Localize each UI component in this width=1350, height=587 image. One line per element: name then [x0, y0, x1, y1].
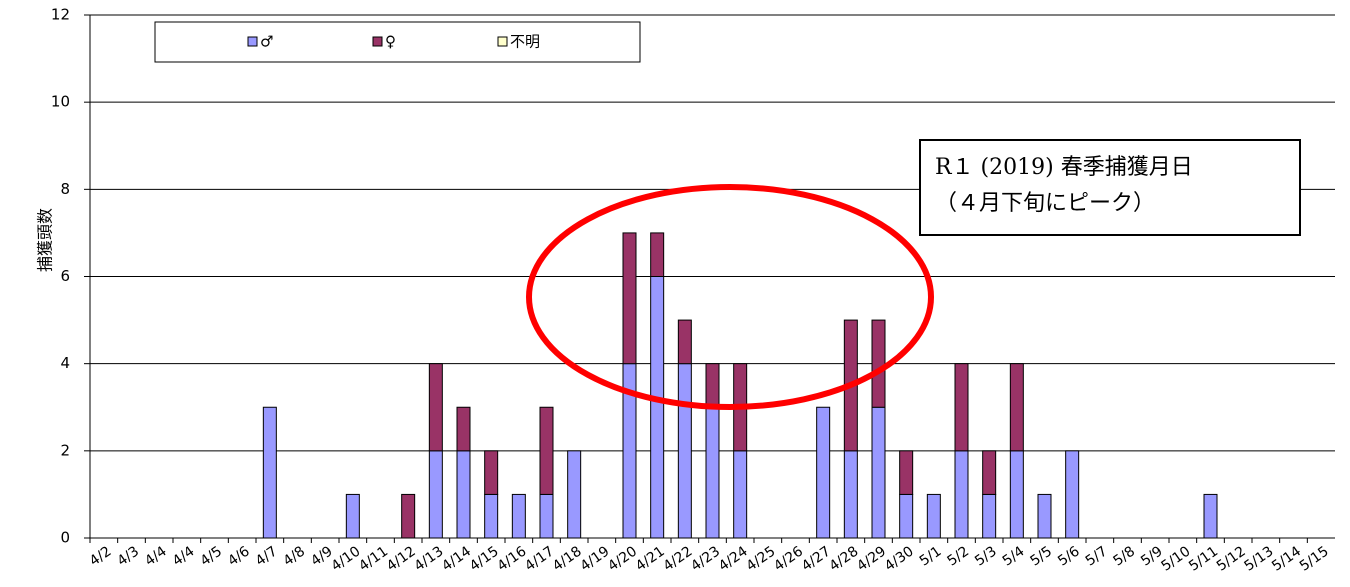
bar-segment: [843, 450, 858, 539]
annotation-text: （４月下旬にピーク）: [935, 191, 1155, 216]
bar-segment: [484, 493, 499, 539]
x-tick-label: 4/5: [197, 543, 225, 569]
bar-segment: [1009, 363, 1024, 452]
y-tick-label: 4: [60, 354, 70, 372]
legend-label: ♂: [260, 33, 273, 51]
bar-segment: [456, 406, 471, 452]
x-tick-label: 4/6: [225, 543, 253, 569]
bar-segment: [982, 493, 997, 539]
bar-segment: [982, 450, 997, 495]
x-tick-label: 5/6: [1055, 543, 1083, 569]
x-tick-label: 5/3: [972, 543, 1000, 569]
x-tick-label: 4/30: [882, 543, 917, 574]
bar-segment: [1203, 493, 1218, 539]
bar-segment: [428, 363, 443, 452]
legend-label: 不明: [510, 33, 540, 51]
bar-segment: [401, 493, 416, 539]
x-tick-label: 4/4: [170, 543, 198, 569]
bar-segment: [484, 450, 499, 495]
x-tick-label: 5/7: [1083, 543, 1111, 569]
annotation-text: R１ (2019) 春季捕獲月日: [935, 155, 1193, 180]
bar-segment: [511, 493, 526, 539]
y-tick-label: 0: [60, 529, 70, 547]
bar-segment: [1037, 493, 1052, 539]
y-tick-label: 12: [51, 6, 70, 24]
bar-segment: [899, 450, 914, 495]
y-tick-label: 8: [60, 180, 70, 198]
y-tick-label: 10: [51, 93, 70, 111]
x-tick-label: 4/8: [280, 543, 308, 569]
x-tick-label: 5/15: [1297, 543, 1332, 574]
x-tick-label: 5/2: [944, 543, 972, 569]
bar-segment: [677, 319, 692, 365]
bar-segment: [650, 276, 665, 539]
x-tick-label: 4/7: [253, 543, 281, 569]
x-tick-label: 5/4: [1000, 543, 1028, 569]
bar-segment: [926, 493, 941, 539]
bar-segment: [622, 232, 637, 365]
bar-segment: [705, 363, 720, 408]
x-tick-label: 5/5: [1027, 543, 1055, 569]
annotation-box: [919, 139, 1301, 236]
legend-swatch: [497, 36, 508, 47]
x-tick-label: 5/8: [1110, 543, 1138, 569]
x-tick-label: 4/4: [142, 543, 170, 569]
x-tick-label: 5/1: [917, 543, 945, 569]
x-tick-label: 4/2: [87, 543, 115, 569]
bar-segment: [456, 450, 471, 539]
bar-segment: [705, 406, 720, 539]
x-tick-label: 4/3: [114, 543, 142, 569]
bar-segment: [1065, 450, 1080, 539]
bar-segment: [345, 493, 360, 539]
bar-segment: [567, 450, 582, 539]
bar-segment: [262, 406, 277, 539]
bar-segment: [539, 493, 554, 539]
highlight-ellipse: [526, 184, 934, 410]
legend-label: ♀: [385, 33, 396, 51]
legend-swatch: [247, 36, 258, 47]
legend-swatch: [372, 36, 383, 47]
bar-segment: [539, 406, 554, 495]
bar-segment: [677, 363, 692, 539]
y-tick-label: 2: [60, 441, 70, 459]
y-axis-label: 捕獲頭数: [36, 208, 55, 272]
legend-box: [154, 21, 641, 63]
y-tick-label: 6: [60, 267, 70, 285]
bar-segment: [954, 450, 969, 539]
bar-segment: [954, 363, 969, 452]
bar-segment: [816, 406, 831, 539]
bar-segment: [733, 450, 748, 539]
bar-segment: [1009, 450, 1024, 539]
bar-segment: [899, 493, 914, 539]
bar-segment: [871, 319, 886, 408]
bar-segment: [871, 406, 886, 539]
bar-segment: [428, 450, 443, 539]
bar-segment: [650, 232, 665, 278]
